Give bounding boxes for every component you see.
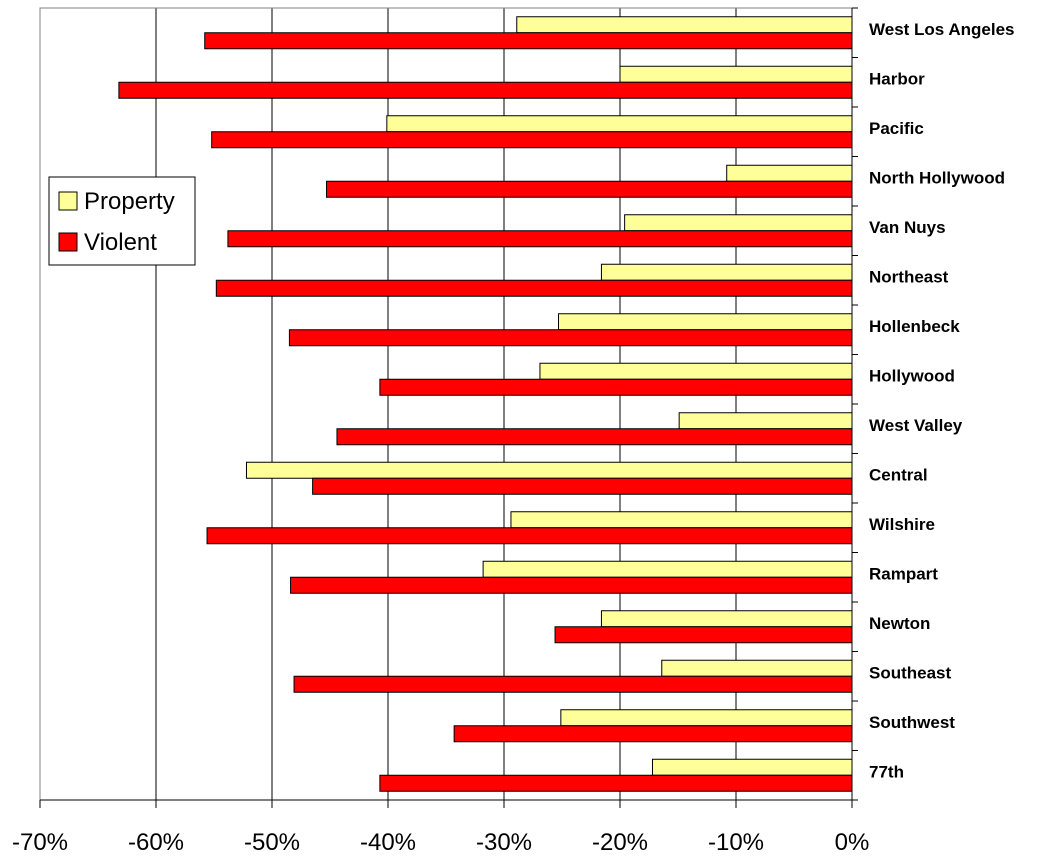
bar-property-5: [600, 263, 853, 281]
x-tick-label: -60%: [128, 829, 184, 856]
bar-property-13: [661, 659, 853, 677]
legend-swatch-property: [58, 191, 78, 211]
bar-property-7: [539, 362, 853, 380]
category-labels: West Los Angeles Harbor Pacific North Holly…: [869, 20, 1014, 782]
bar-violent-4: [227, 230, 853, 248]
legend-label-property: Property: [84, 188, 175, 215]
x-tick-label: 0%: [835, 829, 870, 856]
bar-violent-0: [204, 32, 853, 50]
axes: [39, 7, 858, 808]
bar-violent-7: [379, 378, 853, 396]
bar-violent-10: [206, 527, 853, 545]
category-label: Wilshire: [869, 515, 935, 534]
category-label: Central: [869, 466, 928, 485]
bar-violent-11: [290, 576, 853, 594]
category-label: Southwest: [869, 713, 955, 732]
x-tick-label: -10%: [708, 829, 764, 856]
category-label: Van Nuys: [869, 218, 946, 237]
bar-property-14: [560, 709, 853, 727]
bar-property-10: [510, 511, 853, 529]
bar-violent-5: [215, 279, 853, 297]
bar-property-11: [482, 560, 853, 578]
bar-property-3: [726, 164, 853, 182]
category-label: Rampart: [869, 565, 938, 584]
bar-violent-2: [211, 131, 853, 149]
bar-violent-3: [326, 180, 853, 198]
legend: Property Violent: [48, 176, 196, 266]
bar-property-8: [678, 412, 853, 430]
bar-property-15: [651, 758, 853, 776]
bar-property-2: [386, 115, 853, 133]
bar-violent-13: [293, 675, 853, 693]
bar-violent-15: [379, 774, 853, 792]
category-label: Southeast: [869, 664, 952, 683]
bar-violent-9: [312, 477, 853, 495]
category-label: Pacific: [869, 119, 924, 138]
bar-property-12: [600, 610, 853, 628]
bar-violent-8: [336, 428, 853, 446]
category-label: 77th: [869, 763, 904, 782]
x-tick-label: -50%: [244, 829, 300, 856]
x-tick-label: -20%: [592, 829, 648, 856]
bar-violent-14: [453, 725, 853, 743]
bar-violent-12: [554, 626, 853, 644]
category-label: West Los Angeles: [869, 20, 1014, 39]
x-tick-labels: -70% -60% -50% -40% -30% -20% -10% 0%: [12, 829, 869, 856]
bar-property-6: [558, 313, 853, 331]
bar-property-1: [619, 65, 853, 83]
legend-swatch-violent: [58, 232, 78, 252]
category-label: North Hollywood: [869, 169, 1005, 188]
category-label: Newton: [869, 614, 930, 633]
bar-property-4: [624, 214, 853, 232]
category-label: Northeast: [869, 268, 949, 287]
bar-violent-1: [118, 81, 853, 99]
legend-label-violent: Violent: [84, 229, 157, 256]
bars: [118, 16, 853, 792]
category-label: Hollenbeck: [869, 317, 960, 336]
bar-violent-6: [288, 329, 853, 347]
x-tick-label: -40%: [360, 829, 416, 856]
bar-property-9: [245, 461, 853, 479]
x-tick-label: -30%: [476, 829, 532, 856]
bar-property-0: [516, 16, 853, 34]
category-label: Hollywood: [869, 367, 955, 386]
category-label: Harbor: [869, 70, 925, 89]
category-label: West Valley: [869, 416, 963, 435]
x-tick-label: -70%: [12, 829, 68, 856]
